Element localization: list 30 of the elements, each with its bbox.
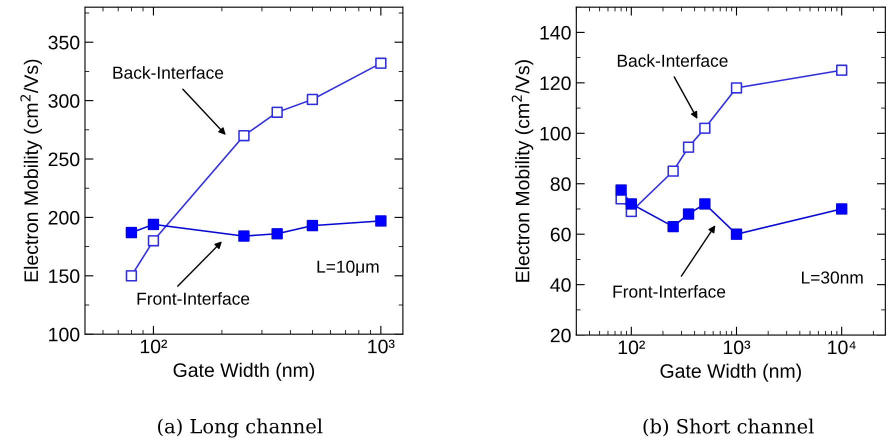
annotation: Back-Interface — [113, 66, 224, 79]
x-tick-label: 10⁴ — [828, 340, 856, 354]
y-tick-label: 60 — [550, 228, 571, 242]
text: (a) Long channel — [158, 418, 322, 438]
x-axis-title: Gate Width (nm) — [174, 362, 314, 381]
y-tick-label: 20 — [550, 328, 571, 342]
x-tick-label: 10³ — [368, 340, 395, 354]
y-tick-label: 300 — [48, 94, 80, 108]
annotation: L=30nm — [802, 271, 863, 284]
annotation: Front-Interface — [614, 285, 726, 298]
y-tick-label: 150 — [49, 269, 80, 284]
y-tick-label: 350 — [48, 36, 80, 50]
y-tick-label: 140 — [540, 26, 571, 40]
y-tick-label: 80 — [550, 177, 571, 191]
x-tick-label: 10² — [140, 340, 168, 354]
annotation: L=10μm — [318, 260, 379, 276]
x-tick-label: 10³ — [724, 340, 750, 354]
y-axis-title: Electron Mobility (cm$^{2}$/Vs) — [20, 60, 42, 282]
annotation: Back-Interface — [618, 54, 728, 67]
y-tick-label: 200 — [48, 210, 80, 225]
annotation: Front-Interface — [138, 292, 250, 305]
y-tick-label: 100 — [49, 328, 80, 342]
x-axis-title: Gate Width (nm) — [660, 364, 801, 382]
y-axis-title: Electron Mobility (cm$^{2}$/Vs) — [512, 60, 534, 282]
y-tick-label: 40 — [550, 278, 571, 292]
y-tick-label: 250 — [48, 152, 80, 166]
y-tick-label: 100 — [540, 126, 571, 141]
x-tick-label: 10² — [618, 340, 645, 354]
text: (b) Short channel — [643, 418, 814, 436]
y-tick-label: 120 — [540, 76, 571, 90]
